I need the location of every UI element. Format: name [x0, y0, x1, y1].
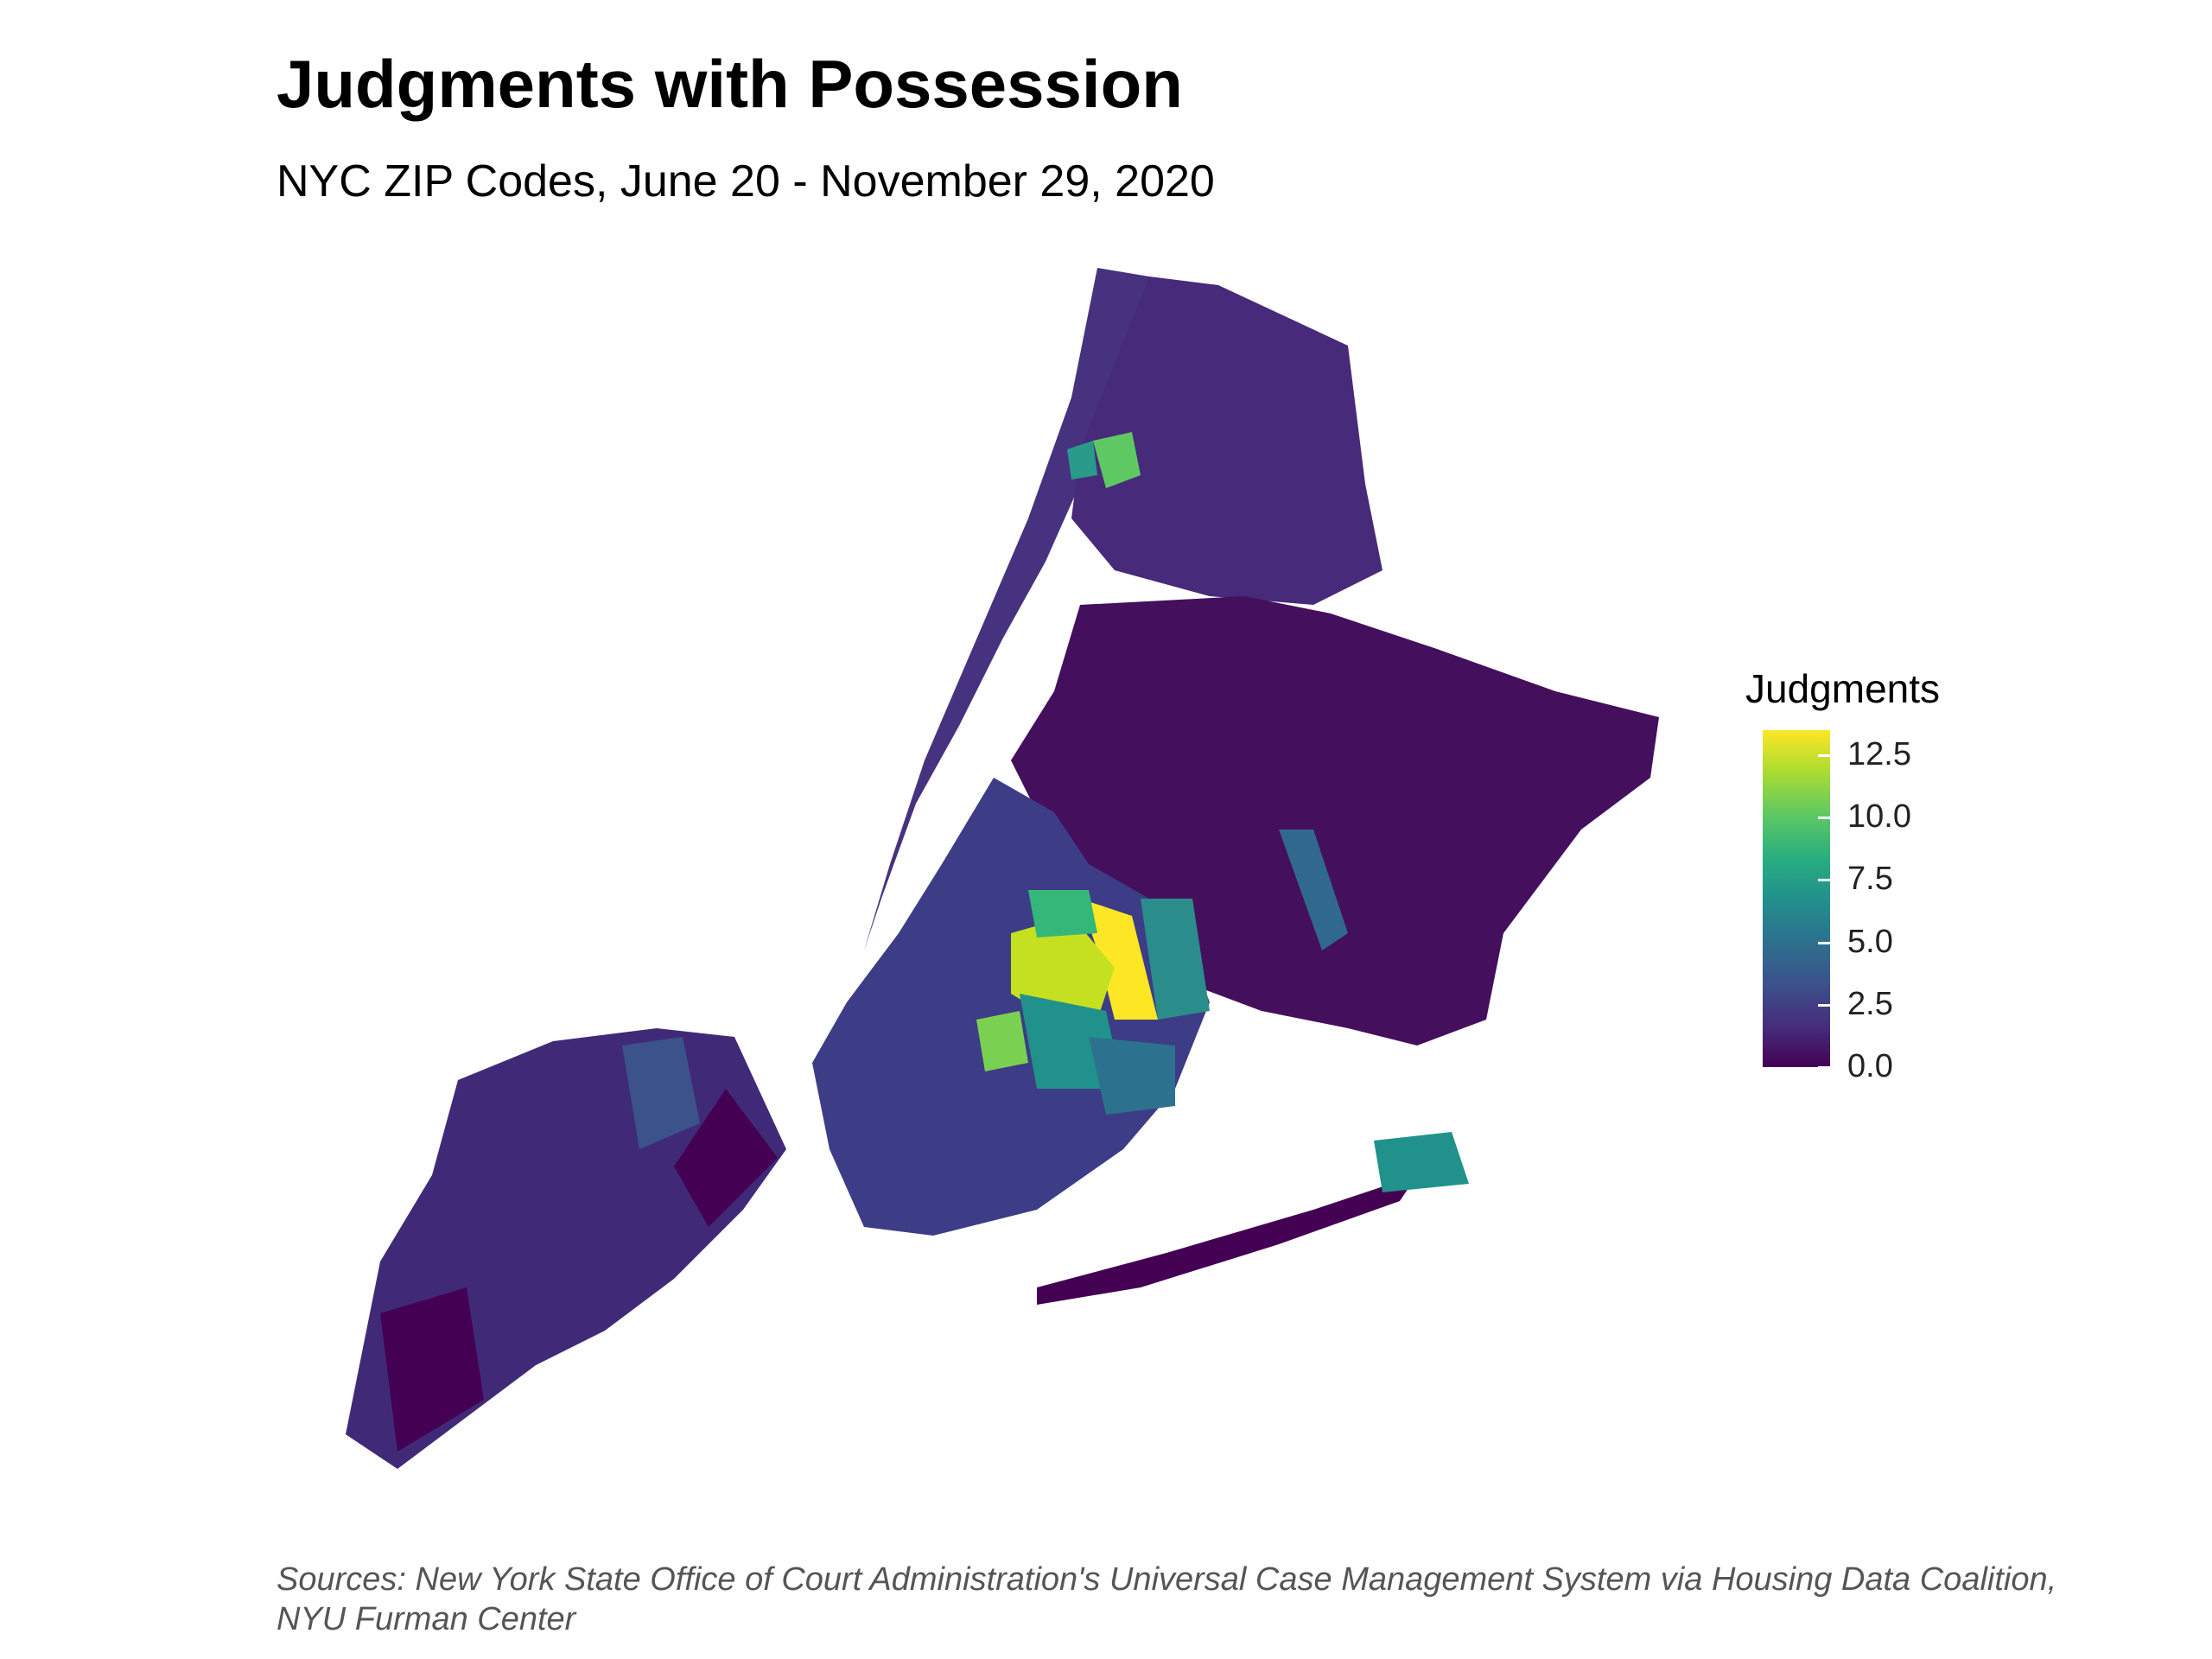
legend-tick-mark: [1818, 1003, 1830, 1007]
zip-brooklyn-limegreen-1: [1011, 916, 1115, 1020]
source-caption-line2: NYU Furman Center: [276, 1601, 576, 1637]
legend-tick-label: 2.5: [1847, 985, 1893, 1022]
source-caption-line1: Sources: New York State Office of Court …: [276, 1561, 2057, 1598]
zip-brooklyn-green-1: [1028, 890, 1097, 938]
zip-si-dark-1: [380, 1287, 484, 1452]
color-legend: Judgments 12.5 10.0 7.5 5.0 2.5 0.0: [1745, 665, 2005, 1084]
legend-tick-mark: [1818, 1066, 1830, 1069]
zip-si-teal: [622, 1037, 700, 1149]
borough-queens-rockaway: [1037, 1175, 1417, 1305]
legend-title: Judgments: [1745, 666, 1941, 711]
zip-brooklyn-yellow: [1080, 899, 1158, 1020]
legend-tick-label: 5.0: [1847, 923, 1893, 960]
zip-bronx-high-1: [1093, 432, 1141, 488]
chart-subtitle: NYC ZIP Codes, June 20 - November 29, 20…: [276, 156, 1215, 207]
zip-queens-rockaway-teal: [1374, 1132, 1469, 1192]
source-caption: Sources: New York State Office of Court …: [276, 1560, 2195, 1639]
zip-bronx-high-2: [1067, 441, 1097, 480]
zip-brooklyn-teal-1: [1141, 899, 1210, 1020]
legend-tick-label: 12.5: [1847, 735, 1911, 772]
borough-brooklyn: [812, 778, 1210, 1236]
legend-tick-mark: [1818, 753, 1830, 757]
zip-brooklyn-green-2: [976, 1011, 1028, 1071]
legend-colorbar: [1763, 730, 1830, 1067]
zip-si-dark-2: [674, 1089, 778, 1227]
legend-tick-mark: [1818, 941, 1830, 944]
legend-tick-label: 0.0: [1847, 1048, 1893, 1084]
zip-queens-teal: [1279, 830, 1348, 950]
legend-tick-label: 7.5: [1847, 861, 1893, 898]
legend-tick-mark: [1818, 879, 1830, 882]
legend-tick-mark: [1818, 817, 1830, 820]
zip-brooklyn-teal-3: [1089, 1037, 1175, 1115]
legend-tick-label: 10.0: [1847, 798, 1911, 836]
borough-bronx: [1071, 276, 1382, 605]
borough-manhattan: [864, 268, 1149, 950]
chart-title: Judgments with Possession: [276, 46, 1183, 122]
